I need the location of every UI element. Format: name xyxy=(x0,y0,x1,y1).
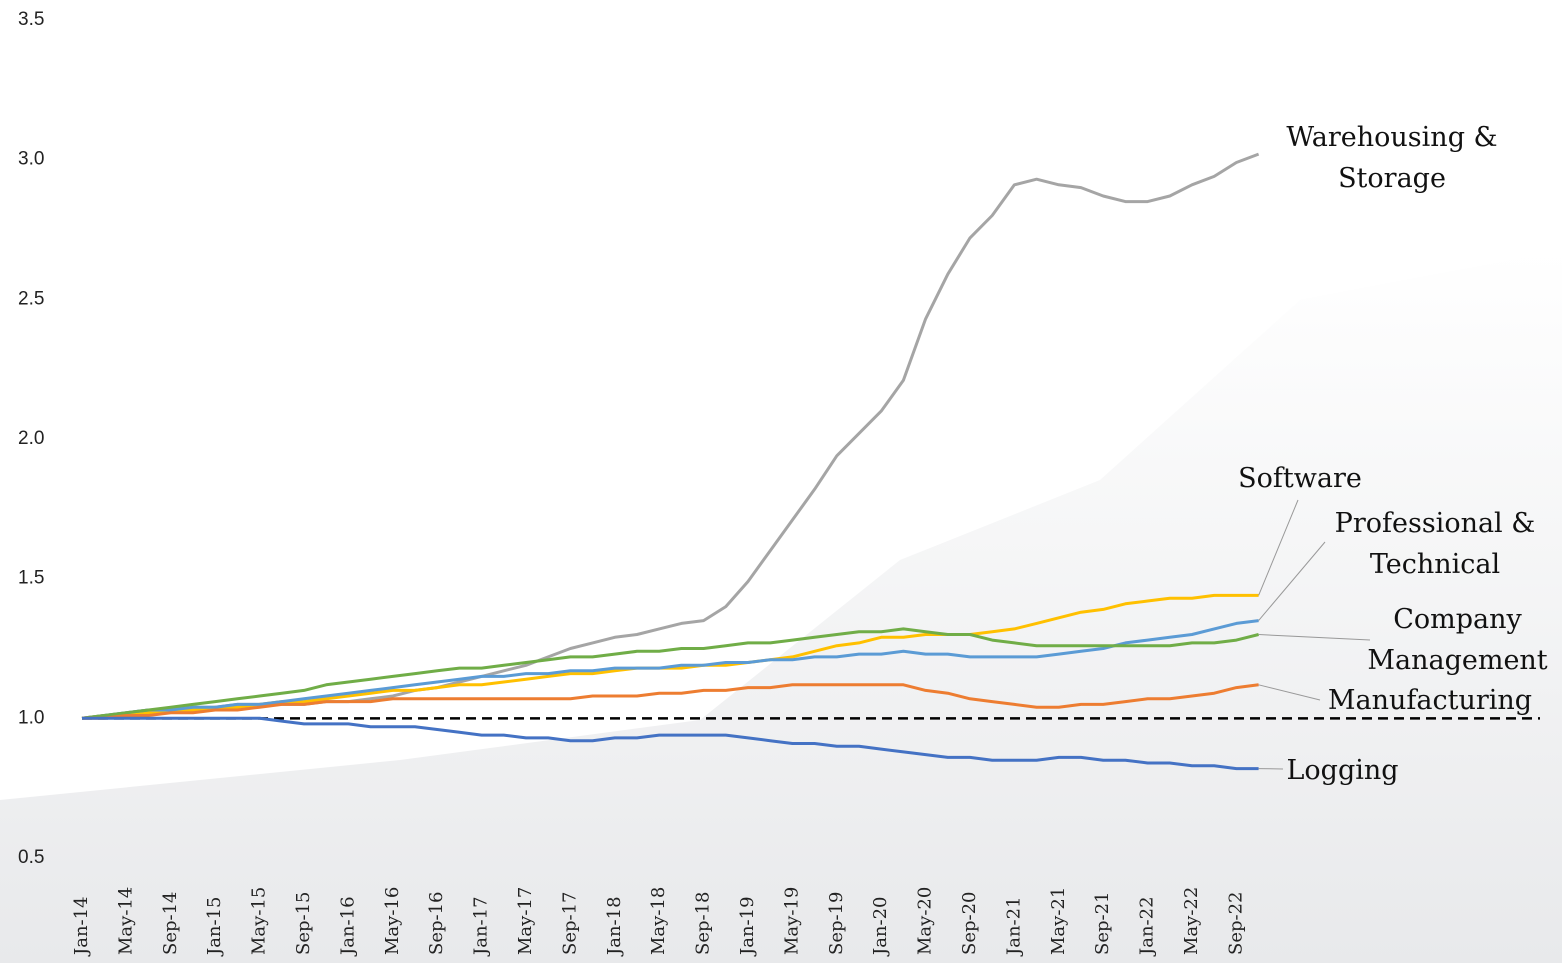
x-tick-label: May-15 xyxy=(249,887,270,955)
x-tick-label: Jan-19 xyxy=(737,896,758,957)
x-tick-label: May-20 xyxy=(915,887,936,955)
y-tick-label: 1.5 xyxy=(18,568,44,589)
x-tick-label: Jan-20 xyxy=(870,896,891,957)
x-tick-label: Sep-17 xyxy=(559,892,580,956)
x-tick-label: Jan-14 xyxy=(71,896,92,957)
x-tick-label: Sep-20 xyxy=(959,892,980,956)
x-tick-label: Sep-14 xyxy=(160,892,181,956)
x-tick-label: Sep-21 xyxy=(1092,892,1113,956)
chart-container: 0.5 1.0 1.5 2.0 2.5 3.0 3.5 Jan-14 May-14 Sep-14 J… xyxy=(0,0,1562,963)
x-tick-label: May-19 xyxy=(781,887,802,955)
x-tick-label: Sep-15 xyxy=(293,892,314,956)
background-trees xyxy=(0,250,1562,963)
series-label: Manufacturing xyxy=(1315,680,1545,721)
y-tick-label: 3.0 xyxy=(18,149,44,170)
x-tick-label: May-18 xyxy=(648,887,669,955)
x-tick-label: Jan-17 xyxy=(471,896,492,957)
x-tick-label: May-22 xyxy=(1181,887,1202,955)
x-tick-label: Sep-22 xyxy=(1225,892,1246,956)
y-tick-label: 0.5 xyxy=(18,847,44,868)
x-tick-label: May-21 xyxy=(1048,887,1069,955)
x-tick-label: May-16 xyxy=(382,887,403,955)
series-label: Professional & Technical xyxy=(1320,503,1550,585)
x-tick-label: Sep-16 xyxy=(426,892,447,956)
x-tick-label: Sep-18 xyxy=(693,892,714,956)
x-tick-label: May-14 xyxy=(115,887,136,955)
x-tick-label: Sep-19 xyxy=(826,892,847,956)
x-tick-label: Jan-15 xyxy=(204,896,225,957)
x-tick-label: Jan-22 xyxy=(1137,896,1158,957)
series-label: Logging xyxy=(1280,750,1405,791)
x-tick-label: Jan-21 xyxy=(1003,896,1024,957)
y-tick-label: 1.0 xyxy=(18,707,44,728)
x-tick-label: May-17 xyxy=(515,887,536,955)
y-tick-label: 2.0 xyxy=(18,428,44,449)
series-label: Company Management xyxy=(1355,599,1560,681)
series-label: Software xyxy=(1225,458,1375,499)
x-tick-label: Jan-16 xyxy=(337,896,358,957)
series-label: Warehousing & Storage xyxy=(1262,117,1522,199)
y-tick-label: 3.5 xyxy=(18,9,44,30)
x-tick-label: Jan-18 xyxy=(604,896,625,957)
y-tick-label: 2.5 xyxy=(18,288,44,309)
